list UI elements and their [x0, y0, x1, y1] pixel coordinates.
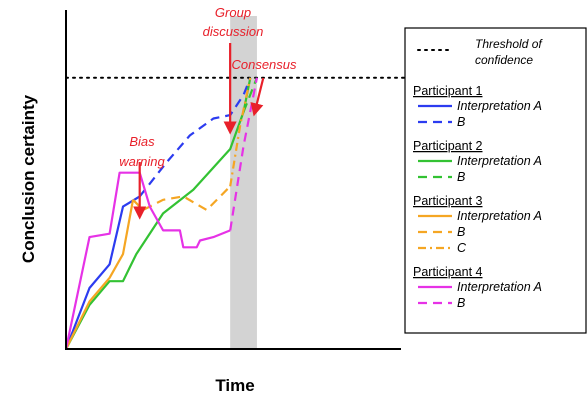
legend-threshold-label-1: confidence [475, 53, 533, 67]
series-participant-1-b [138, 77, 252, 198]
series-participant-2-a [65, 77, 252, 350]
axes: Conclusion certainty Time [19, 10, 401, 395]
legend-heading-participant-3: Participant 3 [413, 194, 483, 208]
legend-label-participant-4-interpretation-a: Interpretation A [457, 280, 542, 294]
series-participant-1-a [64, 195, 141, 350]
x-axis-label: Time [215, 376, 254, 395]
series-participant-3-a [65, 199, 135, 350]
group-discussion-band-rect [230, 16, 257, 349]
legend-label-participant-2-b: B [457, 170, 465, 184]
annotation-bias-warning-label-1: warning [119, 154, 165, 169]
series-participant-2-b [242, 77, 258, 113]
legend-label-participant-3-interpretation-a: Interpretation A [457, 209, 542, 223]
annotation-group-discussion-label-0: Group [215, 5, 251, 20]
annotations: Bias warning Group discussion Consensus [119, 5, 297, 220]
annotation-bias-warning-label-0: Bias [129, 134, 155, 149]
legend-threshold-label-0: Threshold of [475, 37, 543, 51]
legend-label-participant-3-c: C [457, 241, 467, 255]
legend-label-participant-3-b: B [457, 225, 465, 239]
annotation-group-discussion-label-1: discussion [203, 24, 264, 39]
legend-heading-participant-2: Participant 2 [413, 139, 483, 153]
group-discussion-band [230, 16, 257, 349]
legend-heading-participant-4: Participant 4 [413, 265, 483, 279]
legend-label-participant-2-interpretation-a: Interpretation A [457, 154, 542, 168]
series-participant-4-a [64, 171, 231, 350]
legend-label-participant-1-interpretation-a: Interpretation A [457, 99, 542, 113]
annotation-consensus-label-0: Consensus [231, 57, 297, 72]
series-lines [64, 77, 258, 350]
legend-heading-participant-1: Participant 1 [413, 84, 483, 98]
series-participant-3-c [229, 77, 252, 187]
legend-box [404, 27, 587, 334]
series-participant-3-b [132, 185, 231, 212]
y-axis-label: Conclusion certainty [19, 94, 38, 263]
legend-label-participant-4-b: B [457, 296, 465, 310]
legend-label-participant-1-b: B [457, 115, 465, 129]
annotation-consensus-arrow [250, 77, 265, 117]
